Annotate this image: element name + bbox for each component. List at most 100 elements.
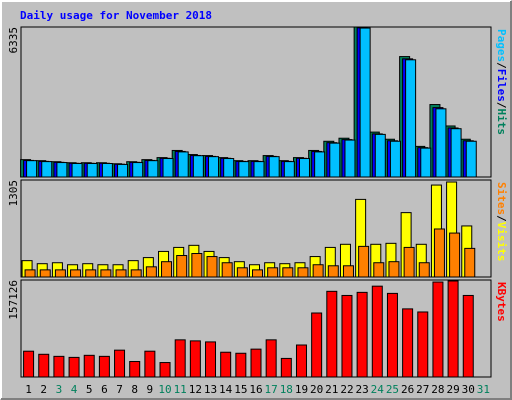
bar bbox=[295, 344, 307, 378]
bar bbox=[162, 158, 174, 178]
bar bbox=[435, 108, 447, 178]
bar bbox=[314, 151, 326, 178]
x-tick-label: 11 bbox=[174, 383, 187, 396]
bar bbox=[417, 311, 429, 378]
bar bbox=[86, 163, 98, 178]
bar bbox=[220, 351, 232, 378]
bar bbox=[283, 161, 295, 178]
bar bbox=[356, 291, 368, 378]
bar bbox=[403, 246, 415, 278]
x-tick-label: 5 bbox=[86, 383, 93, 396]
bar bbox=[358, 245, 370, 278]
bar bbox=[462, 294, 474, 378]
x-tick-label: 17 bbox=[265, 383, 278, 396]
bar bbox=[223, 158, 235, 178]
x-tick-label: 13 bbox=[204, 383, 217, 396]
bar bbox=[38, 353, 50, 378]
bar bbox=[145, 266, 157, 278]
bar bbox=[389, 140, 401, 178]
bar bbox=[101, 163, 113, 178]
x-tick-label: 28 bbox=[431, 383, 444, 396]
x-tick-label: 9 bbox=[147, 383, 154, 396]
bar bbox=[236, 267, 248, 278]
bar bbox=[129, 361, 141, 378]
x-tick-label: 3 bbox=[56, 383, 63, 396]
bar bbox=[329, 142, 341, 178]
bar bbox=[208, 156, 220, 178]
bar bbox=[189, 340, 201, 378]
bar bbox=[238, 161, 250, 178]
bar bbox=[176, 255, 188, 278]
bar bbox=[177, 151, 189, 178]
x-tick-label: 7 bbox=[116, 383, 123, 396]
x-tick-label: 29 bbox=[446, 383, 459, 396]
legend: Sites/Visits bbox=[495, 182, 508, 262]
x-tick-label: 1 bbox=[25, 383, 32, 396]
y-tick-label: 157126 bbox=[7, 280, 20, 320]
x-tick-label: 19 bbox=[295, 383, 308, 396]
bar bbox=[386, 292, 398, 378]
bar bbox=[326, 290, 338, 378]
bar bbox=[405, 59, 417, 178]
x-tick-label: 2 bbox=[40, 383, 47, 396]
bar bbox=[253, 161, 265, 178]
bar bbox=[373, 262, 385, 278]
bar bbox=[388, 261, 400, 278]
bar bbox=[282, 267, 294, 278]
bar bbox=[68, 356, 80, 378]
bar bbox=[359, 27, 371, 178]
bar bbox=[26, 160, 38, 178]
x-tick-label: 16 bbox=[249, 383, 262, 396]
x-tick-label: 20 bbox=[310, 383, 323, 396]
x-tick-label: 26 bbox=[401, 383, 414, 396]
x-tick-label: 21 bbox=[325, 383, 338, 396]
bar bbox=[114, 349, 126, 378]
bar bbox=[464, 247, 476, 278]
bar bbox=[161, 261, 173, 278]
y-tick-label: 6335 bbox=[7, 27, 20, 54]
bar bbox=[327, 265, 339, 278]
bar bbox=[70, 269, 82, 278]
x-tick-label: 14 bbox=[219, 383, 233, 396]
chart-title: Daily usage for November 2018 bbox=[20, 9, 212, 22]
bar bbox=[311, 312, 323, 378]
y-tick-label: 1305 bbox=[7, 180, 20, 207]
legend-entry: Visits bbox=[495, 222, 508, 262]
x-tick-label: 31 bbox=[477, 383, 490, 396]
bar bbox=[56, 162, 68, 178]
legend-separator: / bbox=[495, 102, 508, 109]
bar bbox=[432, 281, 444, 378]
legend-separator: / bbox=[495, 215, 508, 222]
bar bbox=[132, 162, 144, 178]
bar bbox=[420, 147, 432, 178]
bar bbox=[371, 285, 383, 378]
bar bbox=[344, 139, 356, 178]
bar bbox=[192, 155, 204, 178]
bar bbox=[342, 265, 354, 278]
bar bbox=[41, 161, 53, 178]
legend-entry: Files bbox=[495, 69, 508, 102]
bar bbox=[144, 350, 156, 378]
bar bbox=[433, 228, 445, 278]
legend: Pages/Files/Hits bbox=[495, 29, 508, 135]
bar bbox=[374, 133, 386, 178]
bar bbox=[312, 264, 324, 278]
bar bbox=[130, 269, 142, 278]
x-tick-label: 23 bbox=[356, 383, 369, 396]
x-tick-label: 22 bbox=[340, 383, 353, 396]
x-tick-label: 18 bbox=[280, 383, 293, 396]
x-tick-label: 6 bbox=[101, 383, 108, 396]
bar bbox=[191, 253, 203, 278]
x-tick-label: 30 bbox=[462, 383, 475, 396]
bar bbox=[83, 354, 95, 378]
bar bbox=[235, 352, 247, 378]
bar bbox=[85, 269, 97, 278]
bar bbox=[252, 269, 263, 278]
bar bbox=[98, 355, 110, 378]
x-tick-label: 4 bbox=[71, 383, 78, 396]
bar bbox=[100, 269, 112, 278]
bar bbox=[280, 357, 292, 378]
